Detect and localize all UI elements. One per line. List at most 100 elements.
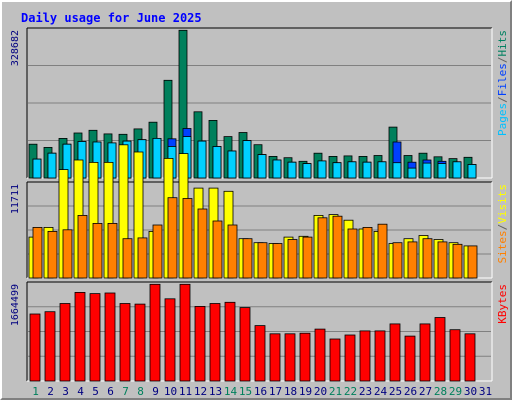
- legend-entry: /: [496, 224, 509, 231]
- bar-hits-pages-day-2: [47, 152, 57, 179]
- bar-hits-pages-day-22: [347, 161, 357, 179]
- bar-visits-sites-day-26: [407, 241, 418, 279]
- x-tick-label-day-21: 21: [329, 385, 342, 398]
- bar-kbytes-kbytes-day-28: [434, 317, 446, 382]
- bar-kbytes-kbytes-day-5: [89, 293, 101, 382]
- x-tick-label-day-16: 16: [254, 385, 267, 398]
- bar-kbytes-kbytes-day-23: [359, 330, 371, 382]
- x-tick-label-day-7: 7: [122, 385, 129, 398]
- legend-entry: /: [496, 57, 509, 64]
- x-tick-label-day-9: 9: [152, 385, 159, 398]
- bar-visits-sites-day-28: [437, 241, 448, 279]
- bar-hits-pages-day-23: [362, 161, 372, 179]
- bar-kbytes-kbytes-day-11: [179, 283, 191, 382]
- bar-kbytes-kbytes-day-16: [254, 325, 266, 382]
- x-tick-label-day-14: 14: [224, 385, 238, 398]
- x-tick-label-day-3: 3: [62, 385, 69, 398]
- bar-hits-pages-day-20: [317, 160, 327, 179]
- bar-visits-sites-day-16: [257, 242, 268, 279]
- bar-hits-pages-day-24: [377, 161, 387, 179]
- bar-visits-sites-day-27: [422, 238, 433, 279]
- x-tick-label-day-24: 24: [374, 385, 388, 398]
- bar-kbytes-kbytes-day-12: [194, 305, 206, 382]
- bar-visits-sites-day-29: [452, 243, 463, 279]
- bar-kbytes-kbytes-day-27: [419, 323, 431, 382]
- x-tick-label-day-12: 12: [194, 385, 207, 398]
- bar-visits-sites-day-7: [122, 238, 133, 279]
- bar-hits-pages-day-15: [242, 140, 252, 179]
- bar-hits-pages-day-30: [467, 164, 477, 179]
- bar-visits-sites-day-6: [107, 222, 118, 279]
- bar-kbytes-kbytes-day-19: [299, 332, 311, 382]
- bar-kbytes-kbytes-day-13: [209, 303, 221, 382]
- legend-entry: Hits: [496, 30, 509, 57]
- x-tick-label-day-17: 17: [269, 385, 282, 398]
- panel-kbytes-legend: KBytes: [496, 284, 509, 324]
- x-tick-label-day-18: 18: [284, 385, 297, 398]
- bar-kbytes-kbytes-day-22: [344, 334, 356, 382]
- x-tick-label-day-4: 4: [77, 385, 84, 398]
- x-tick-label-day-5: 5: [92, 385, 99, 398]
- bar-kbytes-kbytes-day-26: [404, 335, 416, 382]
- bar-kbytes-kbytes-day-20: [314, 328, 326, 382]
- bar-kbytes-kbytes-day-6: [104, 292, 116, 382]
- bar-kbytes-kbytes-day-9: [149, 283, 161, 382]
- bar-visits-sites-day-22: [347, 228, 358, 279]
- x-tick-label-day-23: 23: [359, 385, 372, 398]
- bar-hits-pages-day-14: [227, 150, 237, 179]
- bar-visits-sites-day-25: [392, 242, 403, 279]
- bar-kbytes-kbytes-day-7: [119, 303, 131, 382]
- bar-visits-sites-day-30: [467, 245, 478, 279]
- panel-kbytes-max-label: 1664499: [10, 284, 21, 326]
- bar-hits-pages-day-19: [302, 163, 312, 179]
- x-tick-label-day-8: 8: [137, 385, 144, 398]
- bar-hits-pages-day-29: [452, 161, 462, 179]
- chart-title: Daily usage for June 2025: [21, 11, 202, 25]
- bar-kbytes-kbytes-day-15: [239, 307, 251, 382]
- x-tick-label-day-22: 22: [344, 385, 357, 398]
- x-tick-label-day-19: 19: [299, 385, 312, 398]
- panel-hits-legend: Pages/Files/Hits: [496, 30, 509, 136]
- bar-visits-sites-day-20: [317, 217, 328, 279]
- x-tick-label-day-28: 28: [434, 385, 447, 398]
- bar-visits-sites-day-8: [137, 237, 148, 279]
- x-tick-label-day-6: 6: [107, 385, 114, 398]
- bar-visits-sites-day-9: [152, 224, 163, 279]
- bar-kbytes-kbytes-day-25: [389, 323, 401, 382]
- legend-entry: Pages: [496, 103, 509, 136]
- bar-hits-pages-day-25: [392, 162, 402, 179]
- panel-hits-max-label: 328682: [10, 30, 21, 66]
- bar-visits-sites-day-13: [212, 220, 223, 279]
- bar-kbytes-kbytes-day-3: [59, 303, 71, 382]
- bar-kbytes-kbytes-day-21: [329, 338, 341, 382]
- bar-visits-sites-day-11: [182, 198, 193, 279]
- bar-visits-sites-day-15: [242, 238, 253, 279]
- bar-visits-sites-day-21: [332, 215, 343, 279]
- bar-visits-sites-day-19: [302, 236, 313, 279]
- x-tick-label-day-30: 30: [464, 385, 477, 398]
- x-tick-label-day-29: 29: [449, 385, 462, 398]
- bar-hits-pages-day-28: [437, 163, 447, 179]
- bar-hits-pages-day-17: [272, 159, 282, 179]
- bar-kbytes-kbytes-day-30: [464, 333, 476, 382]
- x-tick-label-day-2: 2: [47, 385, 54, 398]
- panel-visits-legend: Sites/Visits: [496, 184, 509, 264]
- x-tick-label-day-15: 15: [239, 385, 252, 398]
- x-tick-label-day-25: 25: [389, 385, 402, 398]
- bar-visits-sites-day-23: [362, 226, 373, 279]
- bar-hits-pages-day-1: [32, 158, 42, 179]
- bar-visits-sites-day-12: [197, 208, 208, 279]
- bar-kbytes-kbytes-day-2: [44, 311, 56, 382]
- bar-kbytes-kbytes-day-18: [284, 333, 296, 382]
- bar-kbytes-kbytes-day-24: [374, 330, 386, 382]
- legend-entry: KBytes: [496, 284, 509, 324]
- panel-visits-max-label: 11711: [10, 184, 21, 214]
- bar-visits-sites-day-2: [47, 230, 58, 279]
- bar-kbytes-kbytes-day-4: [74, 291, 86, 382]
- legend-entry: /: [496, 96, 509, 103]
- bar-hits-pages-day-9: [152, 137, 162, 179]
- x-tick-label-day-1: 1: [32, 385, 39, 398]
- x-tick-label-day-26: 26: [404, 385, 417, 398]
- bar-visits-sites-day-3: [62, 229, 73, 279]
